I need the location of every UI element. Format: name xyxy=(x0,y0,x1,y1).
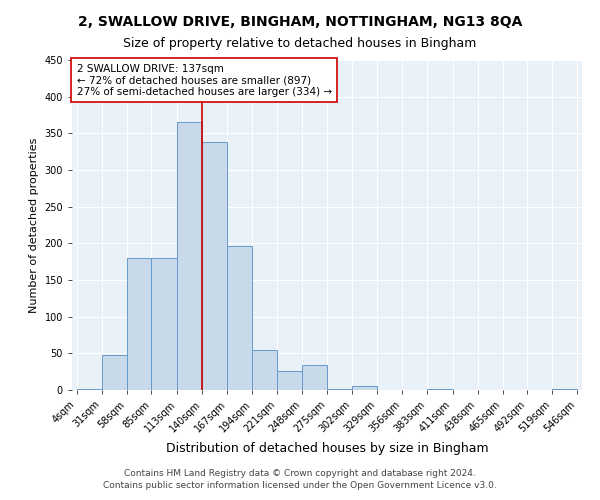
Y-axis label: Number of detached properties: Number of detached properties xyxy=(29,138,39,312)
Bar xyxy=(202,142,227,390)
Text: Size of property relative to detached houses in Bingham: Size of property relative to detached ho… xyxy=(124,38,476,51)
Bar xyxy=(77,388,101,390)
Text: Contains HM Land Registry data © Crown copyright and database right 2024.
Contai: Contains HM Land Registry data © Crown c… xyxy=(103,468,497,490)
Bar xyxy=(277,371,302,390)
Bar xyxy=(427,388,452,390)
Bar xyxy=(302,365,327,390)
Bar xyxy=(178,122,202,390)
Text: 2 SWALLOW DRIVE: 137sqm
← 72% of detached houses are smaller (897)
27% of semi-d: 2 SWALLOW DRIVE: 137sqm ← 72% of detache… xyxy=(77,64,332,97)
Bar xyxy=(151,258,178,390)
Bar xyxy=(352,386,377,390)
Bar xyxy=(127,258,151,390)
Text: 2, SWALLOW DRIVE, BINGHAM, NOTTINGHAM, NG13 8QA: 2, SWALLOW DRIVE, BINGHAM, NOTTINGHAM, N… xyxy=(78,15,522,29)
Bar xyxy=(101,355,127,390)
Bar xyxy=(252,350,277,390)
X-axis label: Distribution of detached houses by size in Bingham: Distribution of detached houses by size … xyxy=(166,442,488,456)
Bar xyxy=(553,388,577,390)
Bar xyxy=(227,246,252,390)
Bar xyxy=(327,388,352,390)
